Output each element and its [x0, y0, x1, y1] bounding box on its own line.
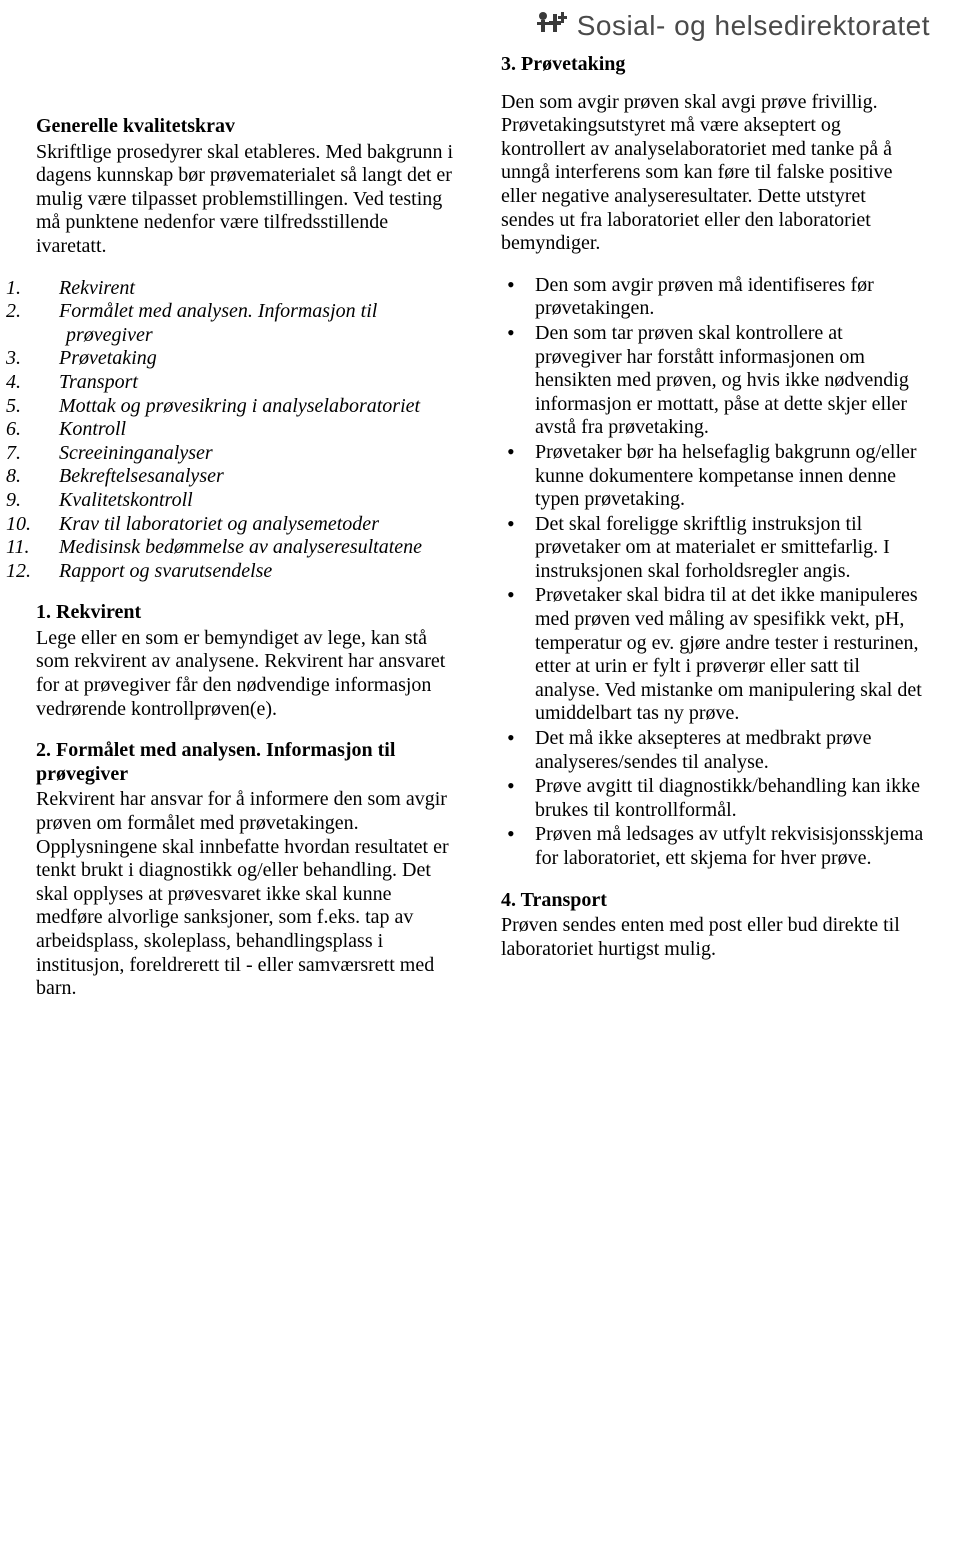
item-number: 3. — [36, 347, 54, 371]
section-3-heading: 3. Prøvetaking — [501, 53, 924, 77]
item-text: Kvalitetskontroll — [54, 489, 193, 511]
item-number: 5. — [36, 395, 54, 419]
numbered-item: 3. Prøvetaking — [36, 347, 459, 371]
item-text: Transport — [54, 371, 138, 393]
bullet-item: Den som tar prøven skal kontrollere at p… — [501, 322, 924, 440]
bullet-item: Det skal foreligge skriftlig instruksjon… — [501, 513, 924, 584]
left-column: Generelle kvalitetskrav Skriftlige prose… — [36, 53, 459, 1001]
numbered-item: 5. Mottak og prøvesikring i analyselabor… — [36, 395, 459, 419]
item-number: 8. — [36, 465, 54, 489]
section-3-body: Den som avgir prøven skal avgi prøve fri… — [501, 91, 924, 256]
two-column-layout: Generelle kvalitetskrav Skriftlige prose… — [0, 53, 960, 1031]
numbered-item: 9. Kvalitetskontroll — [36, 489, 459, 513]
numbered-item: 4. Transport — [36, 371, 459, 395]
bullet-list: Den som avgir prøven må identifiseres fø… — [501, 274, 924, 871]
bullet-item: Prøvetaker bør ha helsefaglig bakgrunn o… — [501, 441, 924, 512]
item-text: Krav til laboratoriet og analysemetoder — [54, 513, 379, 535]
item-text: Mottak og prøvesikring i analyselaborato… — [54, 395, 420, 417]
numbered-item: 6. Kontroll — [36, 418, 459, 442]
item-text: Prøvetaking — [54, 347, 157, 369]
item-text: Kontroll — [54, 418, 126, 440]
item-text: Bekreftelsesanalyser — [54, 465, 224, 487]
general-heading: Generelle kvalitetskrav — [36, 115, 459, 139]
item-number: 10. — [36, 513, 54, 537]
item-text: Medisinsk bedømmelse av analyseresultate… — [54, 536, 422, 558]
section-2-heading: 2. Formålet med analysen. Informasjon ti… — [36, 739, 459, 786]
bullet-item: Det må ikke aksepteres at medbrakt prøve… — [501, 727, 924, 774]
numbered-item: 7. Screeininganalyser — [36, 442, 459, 466]
bullet-item: Den som avgir prøven må identifiseres fø… — [501, 274, 924, 321]
header: Sosial- og helsedirektoratet — [0, 0, 960, 53]
numbered-item: 8. Bekreftelsesanalyser — [36, 465, 459, 489]
item-text: Rekvirent — [54, 277, 135, 299]
intro-paragraph: Skriftlige prosedyrer skal etableres. Me… — [36, 141, 459, 259]
numbered-item: 12. Rapport og svarutsendelse — [36, 560, 459, 584]
numbered-item: 1. Rekvirent — [36, 277, 459, 301]
section-4-body: Prøven sendes enten med post eller bud d… — [501, 914, 924, 961]
logo-mark-icon — [535, 8, 569, 43]
bullet-item: Prøven må ledsages av utfylt rekvisisjon… — [501, 823, 924, 870]
item-number: 7. — [36, 442, 54, 466]
right-column: 3. Prøvetaking Den som avgir prøven skal… — [501, 53, 924, 1001]
item-text: Formålet med analysen. Informasjon til p… — [54, 300, 377, 346]
section-1-heading: 1. Rekvirent — [36, 601, 459, 625]
numbered-steps-list: 1. Rekvirent2. Formålet med analysen. In… — [36, 277, 459, 584]
item-text: Rapport og svarutsendelse — [54, 560, 272, 582]
item-number: 12. — [36, 560, 54, 584]
item-number: 9. — [36, 489, 54, 513]
section-4-heading: 4. Transport — [501, 889, 924, 913]
item-text: Screeininganalyser — [54, 442, 213, 464]
bullet-item: Prøvetaker skal bidra til at det ikke ma… — [501, 584, 924, 726]
item-number: 11. — [36, 536, 54, 560]
numbered-item: 2. Formålet med analysen. Informasjon ti… — [36, 300, 459, 347]
bullet-item: Prøve avgitt til diagnostikk/behandling … — [501, 775, 924, 822]
item-number: 2. — [36, 300, 54, 324]
org-name: Sosial- og helsedirektoratet — [577, 10, 930, 42]
numbered-item: 10. Krav til laboratoriet og analysemeto… — [36, 513, 459, 537]
document-page: Sosial- og helsedirektoratet Generelle k… — [0, 0, 960, 1031]
item-number: 1. — [36, 277, 54, 301]
numbered-item: 11. Medisinsk bedømmelse av analyseresul… — [36, 536, 459, 560]
item-number: 4. — [36, 371, 54, 395]
section-1-body: Lege eller en som er bemyndiget av lege,… — [36, 627, 459, 721]
org-logo: Sosial- og helsedirektoratet — [535, 8, 930, 43]
section-2-body: Rekvirent har ansvar for å informere den… — [36, 788, 459, 1000]
item-number: 6. — [36, 418, 54, 442]
